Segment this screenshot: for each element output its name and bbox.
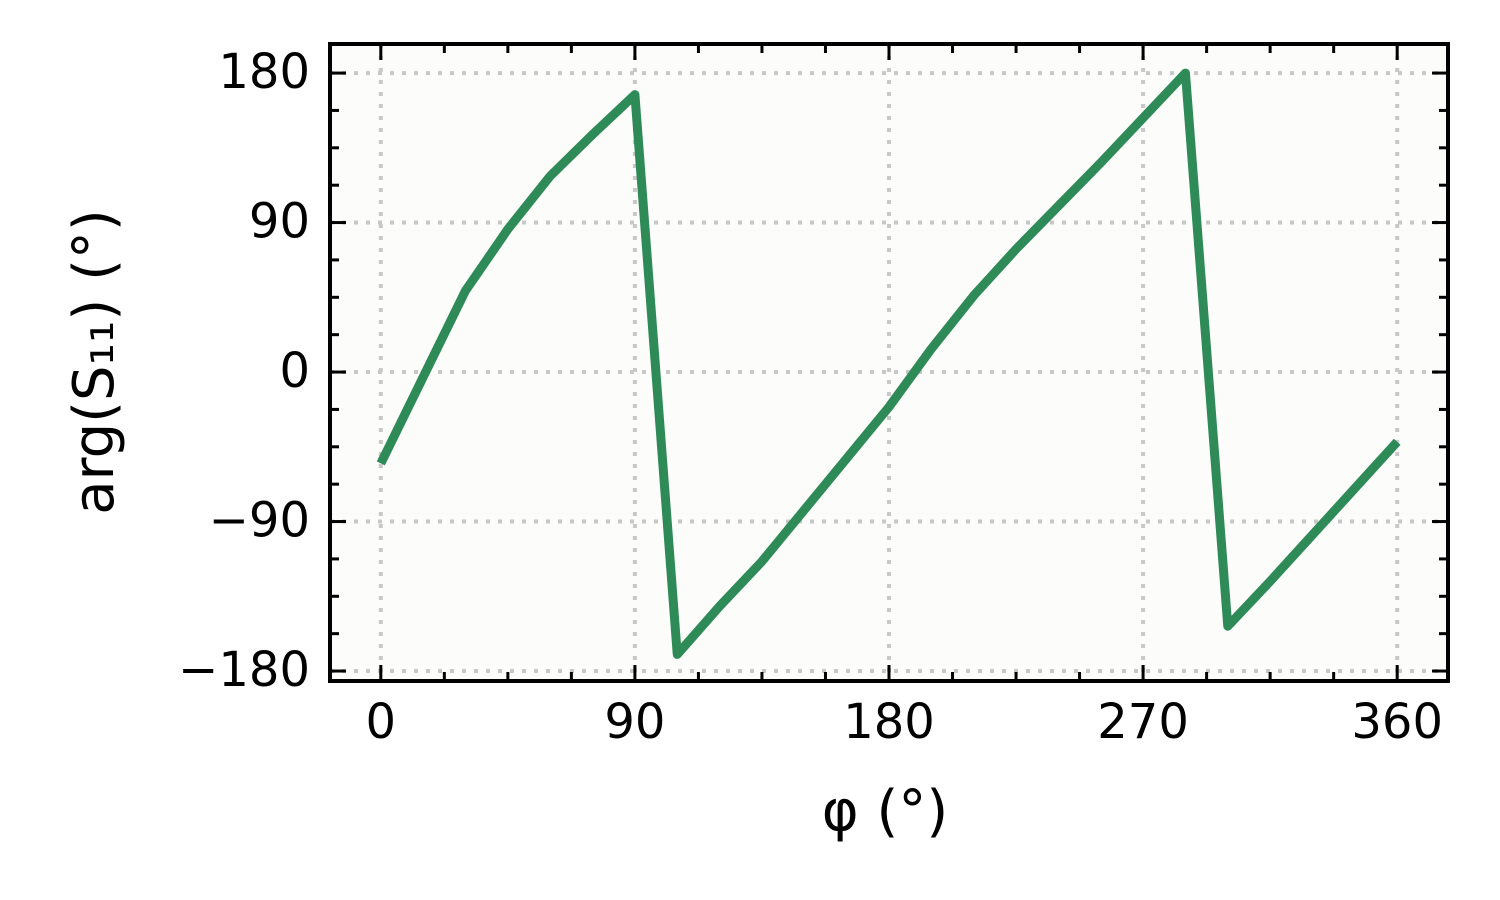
x-tick-label: 0 — [366, 694, 397, 750]
line-series — [376, 68, 1401, 659]
x-tick-label: 270 — [1097, 694, 1189, 750]
x-tick-label: 180 — [843, 694, 935, 750]
marks — [376, 68, 1401, 659]
ticks: 0 90 180 270 360 −180 −90 0 90 180 — [178, 44, 1448, 750]
y-tick-label: 90 — [249, 194, 310, 250]
y-tick-label: −180 — [178, 642, 310, 698]
grid — [330, 44, 1448, 681]
y-tick-label: −90 — [209, 493, 310, 549]
x-tick-label: 360 — [1351, 694, 1443, 750]
y-tick-label: 180 — [218, 44, 310, 100]
y-axis-label: arg(S₁₁) (°) — [62, 209, 127, 515]
y-tick-label: 0 — [279, 343, 310, 399]
x-axis-label: φ (°) — [822, 779, 948, 844]
x-tick-label: 90 — [604, 694, 665, 750]
